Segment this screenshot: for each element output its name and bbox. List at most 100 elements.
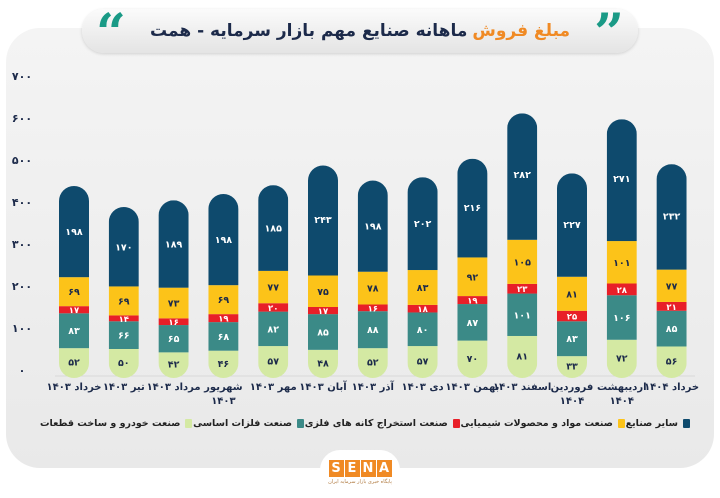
- data-label: ۱۹۸: [215, 235, 233, 246]
- bar-segment: [308, 349, 338, 378]
- bar-segment: [407, 177, 438, 271]
- bar-segment: [208, 350, 239, 378]
- data-label: ۲۵: [567, 313, 577, 323]
- bar-segment: [507, 283, 538, 294]
- x-tick-label: آذر ۱۴۰۳: [352, 380, 395, 393]
- x-tick-label: اردیبهشت ۱۴۰۴: [597, 382, 647, 407]
- bar-group: [59, 186, 89, 378]
- bar-segment: [108, 321, 139, 349]
- bar-segment: [108, 349, 139, 378]
- data-label: ۶۸: [218, 332, 230, 343]
- data-label: ۷۸: [367, 284, 379, 295]
- bar-segment: [158, 200, 189, 288]
- bar-segment: [656, 346, 687, 378]
- data-label: ۴۲: [168, 360, 180, 371]
- bar-segment: [507, 335, 538, 378]
- x-tick-label: مرداد ۱۴۰۳: [147, 382, 201, 393]
- bar-segment: [557, 310, 587, 322]
- x-tick-label: آبان ۱۴۰۳: [299, 380, 347, 393]
- bar-segment: [258, 270, 289, 304]
- legend-swatch: [297, 419, 305, 428]
- bar-segment: [308, 275, 338, 307]
- legend-swatch: [683, 419, 690, 428]
- data-label: ۲۸۲: [513, 170, 531, 181]
- bar-segment: [59, 348, 89, 378]
- bar-group: [557, 173, 587, 378]
- data-label: ۸۳: [417, 283, 429, 294]
- title-accent: مبلغ فروش: [472, 21, 571, 41]
- x-tick-label: شهریور ۱۴۰۳: [203, 382, 243, 407]
- y-tick-label: ۳۰۰: [12, 238, 32, 251]
- bar-segment: [357, 304, 388, 312]
- y-tick-label: ۶۰۰: [12, 112, 32, 125]
- data-label: ۲۱۶: [464, 203, 481, 214]
- data-label: ۸۱: [516, 351, 528, 362]
- bar-segment: [208, 322, 239, 351]
- bar-group: [656, 164, 687, 378]
- y-tick-label: ۰: [19, 364, 26, 377]
- logo-letter: N: [360, 460, 376, 477]
- legend-label: سایر صنایع: [625, 418, 678, 429]
- bar-segment: [457, 257, 488, 297]
- data-label: ۱۸۹: [165, 240, 183, 251]
- data-label: ۸۳: [68, 326, 80, 337]
- legend-label: صنعت خودرو و ساخت قطعات: [40, 418, 181, 429]
- bar-segment: [557, 173, 587, 277]
- data-label: ۱۸: [417, 305, 428, 315]
- data-label: ۲۷۱: [613, 174, 630, 185]
- y-tick-label: ۱۰۰: [12, 322, 32, 335]
- bar-segment: [606, 241, 637, 284]
- bar-group: [258, 185, 289, 378]
- y-tick-label: ۲۰۰: [12, 280, 32, 293]
- x-tick-label: اسفند ۱۴۰۳: [493, 382, 551, 393]
- bar-group: [407, 177, 438, 378]
- bar-segment: [258, 185, 289, 271]
- legend-item: صنعت استخراج کانه های فلزی: [305, 418, 460, 429]
- bar-segment: [407, 304, 438, 313]
- bar-segment: [108, 286, 139, 316]
- bar-segment: [407, 312, 438, 347]
- y-tick-label: ۴۰۰: [12, 196, 32, 209]
- data-label: ۱۹: [467, 297, 478, 307]
- bar-segment: [407, 346, 438, 378]
- data-label: ۱۶: [168, 318, 178, 328]
- bar-segment: [158, 287, 189, 319]
- bar-group: [108, 207, 139, 378]
- data-label: ۸۵: [666, 324, 678, 335]
- bar-segment: [606, 295, 637, 340]
- data-label: ۲۰: [268, 304, 278, 314]
- bar-segment: [158, 325, 189, 353]
- bar-segment: [557, 276, 587, 311]
- x-tick-label: مهر ۱۴۰۳: [250, 382, 297, 393]
- data-label: ۱۷: [318, 307, 329, 317]
- chart-title: مبلغ فروش ماهانه صنایع مهم بازار سرمایه …: [82, 9, 638, 53]
- data-label: ۶۹: [118, 296, 130, 307]
- data-label: ۲۳۲: [663, 212, 681, 223]
- data-label: ۱۸۵: [264, 224, 282, 235]
- data-label: ۵۶: [666, 357, 678, 368]
- data-label: ۴۶: [218, 359, 230, 370]
- data-label: ۸۵: [317, 327, 329, 338]
- data-label: ۲۳: [517, 285, 528, 295]
- data-label: ۶۹: [218, 295, 230, 306]
- bar-segment: [258, 311, 289, 347]
- bar-segment: [59, 277, 89, 307]
- logo-subtitle: پایگاه خبری بازار سرمایه ایران: [328, 479, 392, 485]
- data-label: ۵۰: [118, 358, 130, 369]
- data-label: ۶۹: [68, 287, 80, 298]
- data-label: ۱۷۰: [115, 243, 132, 254]
- data-label: ۸۲: [267, 324, 279, 335]
- data-label: ۷۵: [317, 287, 329, 298]
- data-label: ۱۶: [368, 304, 378, 314]
- data-label: ۲۱: [666, 303, 676, 313]
- bar-segment: [606, 283, 637, 296]
- data-label: ۷۷: [267, 283, 279, 294]
- x-tick-label: تیر ۱۴۰۳: [103, 382, 145, 393]
- data-label: ۸۱: [566, 289, 578, 300]
- data-label: ۷۷: [666, 281, 678, 292]
- legend-item: سایر صنایع: [626, 418, 690, 429]
- data-label: ۸۰: [417, 325, 429, 336]
- logo-letter: E: [344, 460, 360, 477]
- logo-letter: A: [376, 460, 392, 477]
